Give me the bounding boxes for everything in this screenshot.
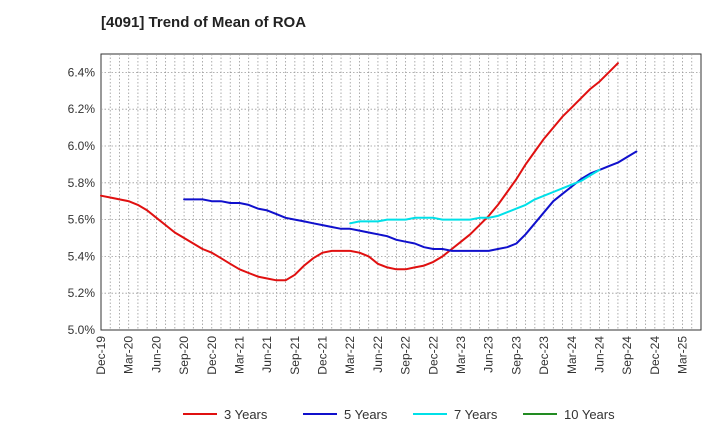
series-line-3-years — [100, 62, 619, 282]
x-tick-label: Mar-22 — [343, 336, 357, 374]
legend: 3 Years 5 Years 7 Years 10 Years — [183, 407, 615, 422]
x-tick-label: Sep-24 — [620, 336, 634, 375]
x-tick-label: Mar-24 — [565, 336, 579, 374]
plot-area — [100, 53, 702, 331]
y-tick-label: 5.8% — [68, 176, 96, 190]
x-tick-label: Mar-23 — [454, 336, 468, 374]
legend-label: 10 Years — [564, 407, 615, 422]
x-tick-label: Dec-19 — [94, 336, 108, 375]
grid-lines — [101, 54, 701, 330]
legend-label: 3 Years — [224, 407, 268, 422]
legend-label: 5 Years — [344, 407, 388, 422]
x-tick-label: Jun-22 — [371, 336, 385, 373]
y-axis-tick-labels: 5.0% 5.2% 5.4% 5.6% 5.8% 6.0% 6.2% 6.4% — [68, 65, 96, 337]
series-lines — [100, 62, 638, 282]
y-tick-label: 5.2% — [68, 286, 96, 300]
y-tick-label: 6.0% — [68, 139, 96, 153]
x-tick-label: Dec-24 — [648, 336, 662, 375]
series-line-5-years — [183, 150, 638, 252]
x-tick-label: Mar-21 — [232, 336, 246, 374]
x-tick-label: Dec-20 — [205, 336, 219, 375]
y-tick-label: 5.0% — [68, 323, 96, 337]
x-axis-tick-labels: Dec-19 Mar-20 Jun-20 Sep-20 Dec-20 Mar-21 Jun-… — [94, 336, 690, 375]
y-tick-label: 5.4% — [68, 249, 96, 263]
x-tick-label: Sep-20 — [177, 336, 191, 375]
plot-border — [100, 53, 702, 331]
y-tick-label: 5.6% — [68, 213, 96, 227]
x-tick-label: Jun-23 — [482, 336, 496, 373]
x-tick-label: Mar-20 — [122, 336, 136, 374]
series-line-7-years — [349, 168, 601, 225]
chart-title: [4091] Trend of Mean of ROA — [101, 14, 307, 31]
legend-label: 7 Years — [454, 407, 498, 422]
x-tick-label: Jun-21 — [260, 336, 274, 373]
x-tick-label: Sep-23 — [509, 336, 523, 375]
x-tick-label: Dec-23 — [537, 336, 551, 375]
x-tick-label: Sep-22 — [399, 336, 413, 375]
x-tick-label: Dec-21 — [316, 336, 330, 375]
x-tick-label: Mar-25 — [676, 336, 690, 374]
x-tick-label: Jun-24 — [592, 336, 606, 373]
y-tick-label: 6.4% — [68, 65, 96, 79]
y-tick-label: 6.2% — [68, 102, 96, 116]
x-tick-label: Sep-21 — [288, 336, 302, 375]
x-tick-label: Jun-20 — [149, 336, 163, 373]
x-tick-label: Dec-22 — [426, 336, 440, 375]
